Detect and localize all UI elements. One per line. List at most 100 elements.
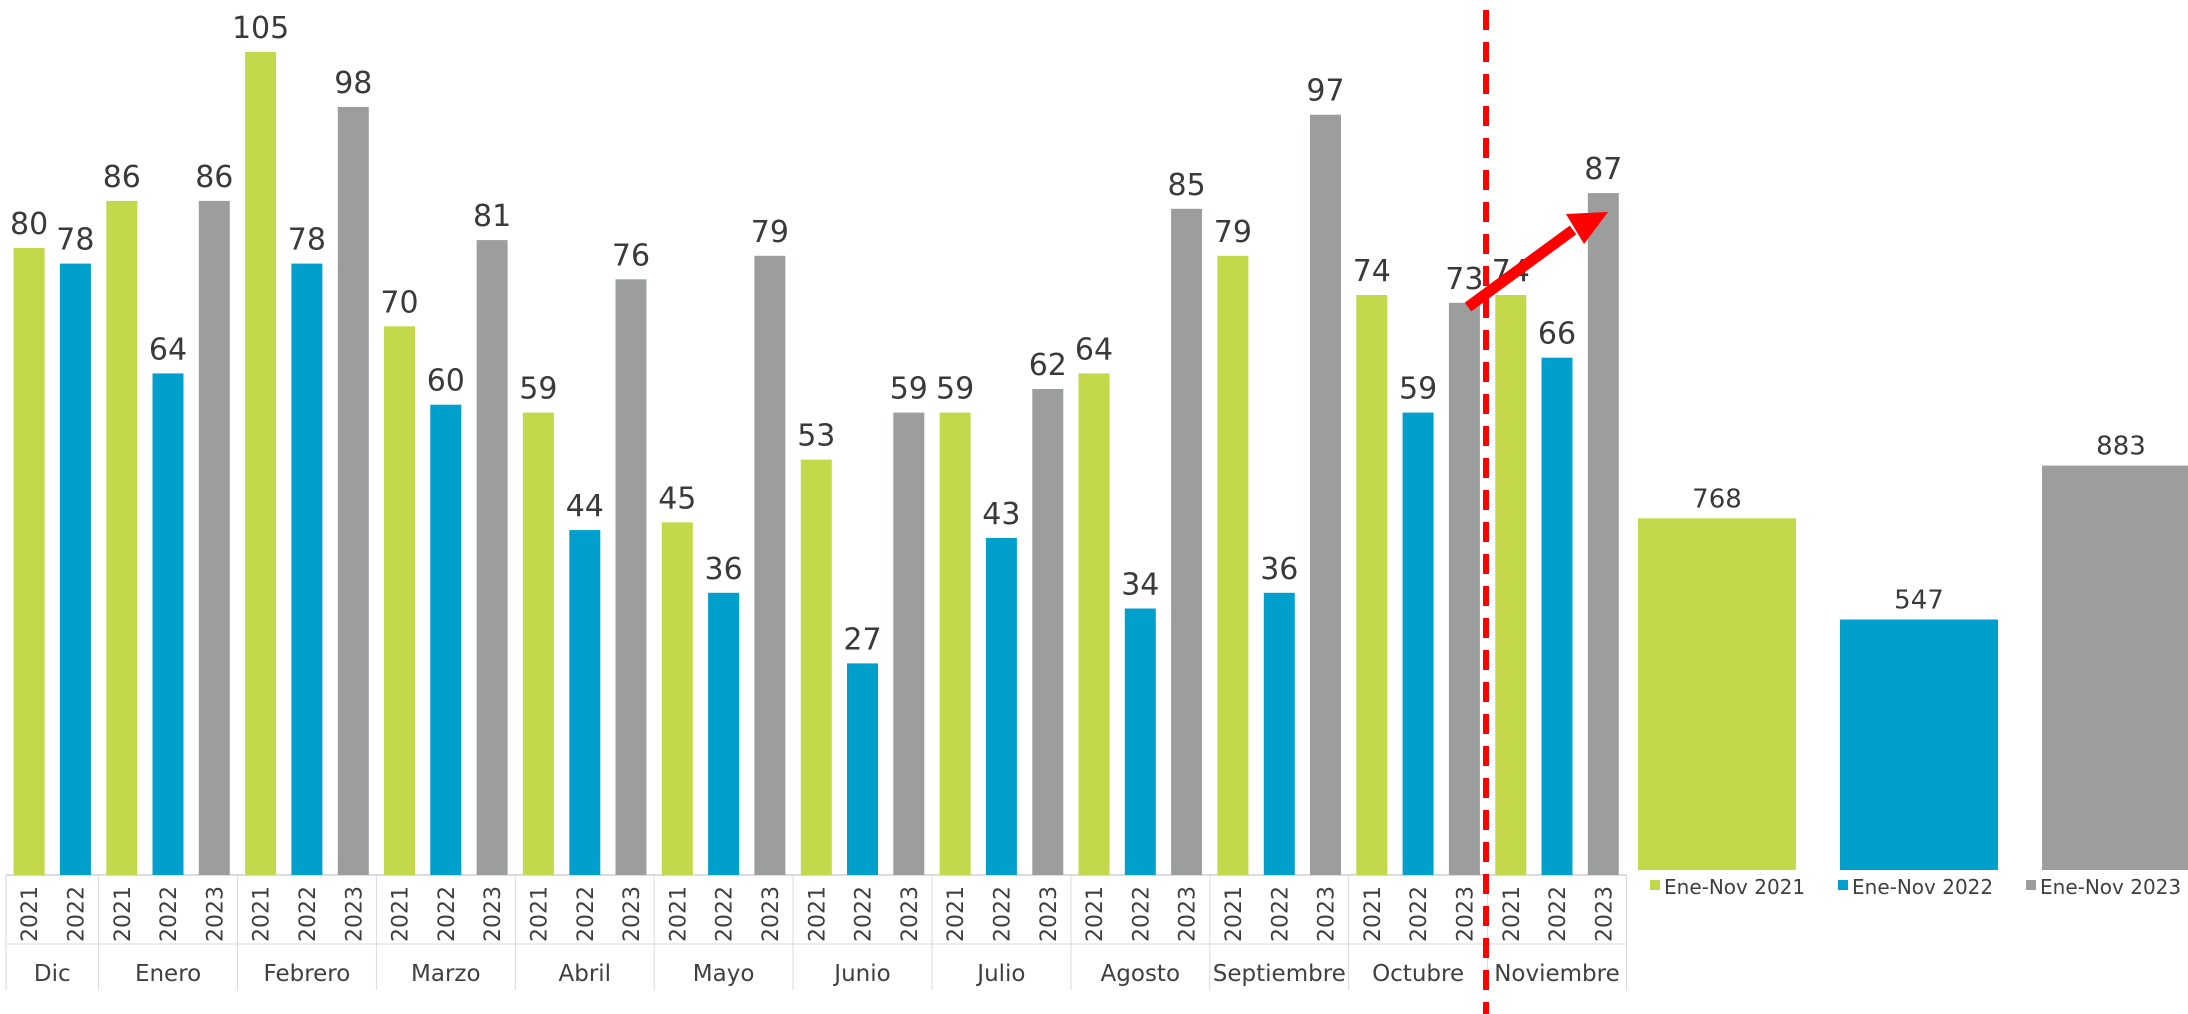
year-tick-label: 2022 [852,886,877,942]
bar-enero-2022 [152,373,184,875]
year-tick-label: 2021 [1361,886,1386,942]
year-tick-label: 2022 [64,886,89,942]
value-label-agosto-2022: 34 [1121,568,1159,603]
year-tick-label: 2022 [157,886,182,942]
bar-julio-2023 [1032,389,1064,875]
year-tick-label: 2021 [666,886,691,942]
year-tick-label: 2023 [1453,886,1478,942]
value-label-febrero-2021: 105 [232,11,289,46]
value-label-mayo-2021: 45 [658,481,696,516]
bar-octubre-2021 [1356,295,1388,875]
value-label-enero-2022: 64 [149,332,187,367]
bar-febrero-2023 [337,106,369,875]
bar-mayo-2022 [708,592,740,875]
month-label-junio: Junio [832,961,890,987]
value-label-febrero-2023: 98 [334,66,372,101]
legend-swatch-3 [2026,880,2036,890]
value-label-octubre-2022: 59 [1399,372,1437,407]
legend-label-1: Ene-Nov 2021 [1664,875,1805,899]
bar-junio-2021 [800,459,832,875]
value-label-septiembre-2022: 36 [1260,552,1298,587]
bar-agosto-2022 [1124,608,1156,875]
value-label-octubre-2021: 74 [1353,254,1391,289]
bar-febrero-2022 [291,263,323,876]
year-tick-label: 2022 [1268,886,1293,942]
bar-marzo-2023 [476,240,508,876]
bar-enero-2023 [198,200,230,875]
trend-annotation [1464,10,1608,1014]
value-label-mayo-2022: 36 [705,552,743,587]
bar-dic-2021 [13,248,45,875]
year-tick-label: 2022 [990,886,1015,942]
monthly-bars [13,52,1619,876]
bar-noviembre-2022 [1541,357,1573,875]
year-tick-label: 2021 [111,886,136,942]
value-label-abril-2022: 44 [566,489,604,524]
value-label-enero-2023: 86 [195,160,233,195]
month-label-abril: Abril [559,961,612,987]
bar-enero-2021 [106,200,138,875]
year-tick-label: 2022 [1546,886,1571,942]
bar-marzo-2022 [430,404,462,875]
year-tick-label: 2021 [18,886,43,942]
bar-abril-2021 [522,412,554,875]
year-tick-label: 2023 [1176,886,1201,942]
month-label-mayo: Mayo [693,961,755,987]
bar-octubre-2022 [1402,412,1434,875]
year-tick-label: 2021 [1500,886,1525,942]
bar-marzo-2021 [384,326,415,875]
year-tick-label: 2022 [574,886,599,942]
month-label-dic: Dic [34,961,71,987]
bar-dic-2022 [59,263,91,876]
value-label-junio-2023: 59 [890,372,928,407]
trend-arrow-head [1566,212,1608,244]
value-label-julio-2021: 59 [936,372,974,407]
value-label-marzo-2023: 81 [473,199,511,234]
value-label-dic-2021: 80 [10,207,48,242]
month-label-noviembre: Noviembre [1494,961,1620,987]
value-label-septiembre-2023: 97 [1306,74,1344,109]
total-bar-2 [1840,619,1998,870]
year-tick-label: 2021 [944,886,969,942]
value-label-noviembre-2023: 87 [1584,152,1622,187]
bar-octubre-2023 [1448,302,1480,875]
bar-septiembre-2022 [1263,592,1295,875]
year-tick-label: 2023 [203,886,228,942]
legend-swatch-1 [1650,880,1660,890]
bar-abril-2022 [569,530,601,875]
year-tick-label: 2023 [481,886,506,942]
bar-septiembre-2023 [1310,114,1341,875]
total-bar-3 [2042,465,2188,870]
value-label-agosto-2021: 64 [1075,332,1113,367]
bar-agosto-2021 [1078,373,1110,875]
bar-junio-2022 [847,663,878,875]
value-label-noviembre-2022: 66 [1538,317,1576,352]
value-label-dic-2022: 78 [56,223,94,258]
year-tick-label: 2021 [1083,886,1108,942]
bar-noviembre-2023 [1587,193,1619,876]
value-label-enero-2021: 86 [103,160,141,195]
year-tick-label: 2022 [1129,886,1154,942]
month-label-octubre: Octubre [1372,961,1464,987]
value-label-febrero-2022: 78 [288,223,326,258]
value-label-junio-2021: 53 [797,419,835,454]
value-label-mayo-2023: 79 [751,215,789,250]
year-tick-label: 2021 [1222,886,1247,942]
month-label-enero: Enero [135,961,201,987]
year-tick-label: 2021 [389,886,414,942]
year-tick-label: 2022 [296,886,321,942]
bar-junio-2023 [893,412,925,875]
month-label-septiembre: Septiembre [1213,961,1346,987]
year-tick-label: 2023 [1315,886,1340,942]
month-label-agosto: Agosto [1101,961,1180,987]
value-label-junio-2022: 27 [843,622,881,657]
year-tick-label: 2023 [620,886,645,942]
bar-julio-2022 [985,538,1017,875]
year-tick-label: 2021 [805,886,830,942]
value-label-julio-2023: 62 [1029,348,1067,383]
legend-swatch-2 [1838,880,1848,890]
total-value-label-3: 883 [2096,432,2146,462]
total-bars: 768 Ene-Nov 2021 547 Ene-Nov 2022 883 Ene-Nov… [1638,432,2188,899]
year-tick-label: 2022 [713,886,738,942]
